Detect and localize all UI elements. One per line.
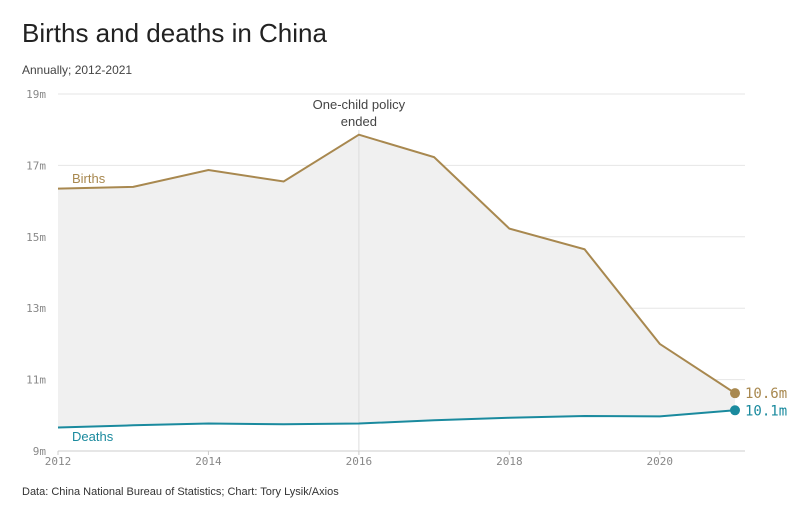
x-tick-label: 2012 (45, 455, 72, 468)
annotation-text: ended (341, 114, 377, 129)
y-tick-label: 19m (26, 88, 46, 101)
series-line-deaths (57, 409, 736, 429)
series-label-deaths: Deaths (72, 429, 114, 444)
x-tick-label: 2014 (195, 455, 222, 468)
y-tick-label: 11m (26, 374, 46, 387)
chart-subtitle: Annually; 2012-2021 (22, 63, 133, 77)
chart-source: Data: China National Bureau of Statistic… (22, 486, 339, 498)
annotation-text: One-child policy (313, 97, 406, 112)
data-point (730, 388, 740, 399)
end-label: 10.1m (745, 403, 787, 419)
end-label: 10.6m (745, 386, 787, 402)
series-line-births (57, 133, 736, 395)
chart-title: Births and deaths in China (22, 18, 327, 48)
y-tick-label: 9m (33, 445, 47, 458)
y-tick-label: 13m (26, 302, 46, 315)
y-tick-label: 15m (26, 231, 46, 244)
x-tick-label: 2020 (647, 455, 674, 468)
x-tick-label: 2016 (346, 455, 373, 468)
series-label-births: Births (72, 171, 106, 186)
gap-area (58, 134, 735, 428)
data-point (730, 405, 740, 416)
y-tick-label: 17m (26, 159, 46, 172)
x-tick-label: 2018 (496, 455, 523, 468)
